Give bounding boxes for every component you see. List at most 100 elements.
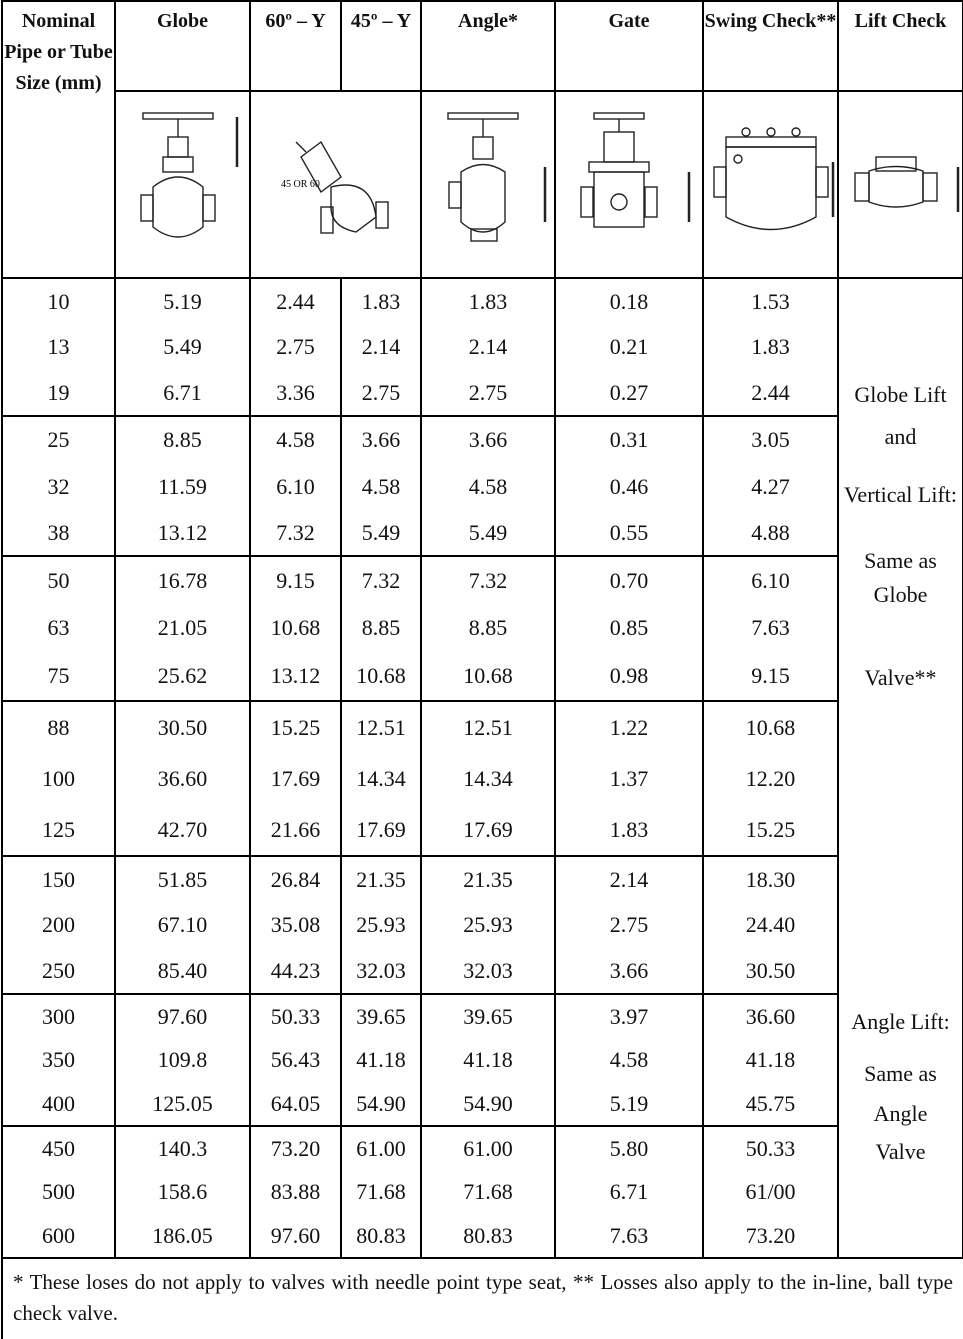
cell: 2.14 bbox=[420, 324, 556, 370]
cell: 42.70 bbox=[114, 804, 251, 856]
cell: 5.49 bbox=[340, 510, 422, 556]
cell: 25.93 bbox=[420, 902, 556, 948]
svg-text:45 OR 60: 45 OR 60 bbox=[281, 179, 320, 190]
cell: 97.60 bbox=[249, 1214, 342, 1258]
cell: 7.63 bbox=[554, 1214, 704, 1258]
cell: 8.85 bbox=[420, 604, 556, 652]
cell: 4.27 bbox=[702, 463, 839, 510]
globe-valve-image bbox=[114, 90, 251, 279]
cell: 61.00 bbox=[420, 1125, 556, 1170]
cell: 30.50 bbox=[114, 700, 251, 753]
cell: 500 bbox=[1, 1170, 116, 1214]
cell: 61.00 bbox=[340, 1125, 422, 1170]
cell: 4.88 bbox=[702, 510, 839, 556]
cell: 50 bbox=[1, 555, 116, 604]
cell: 67.10 bbox=[114, 902, 251, 948]
cell: 6.71 bbox=[114, 370, 251, 416]
cell: 36.60 bbox=[114, 753, 251, 804]
cell: 600 bbox=[1, 1214, 116, 1258]
cell: 2.14 bbox=[340, 324, 422, 370]
cell: 63 bbox=[1, 604, 116, 652]
cell: 14.34 bbox=[420, 753, 556, 804]
cell: 3.66 bbox=[420, 415, 556, 463]
cell: 25.62 bbox=[114, 652, 251, 701]
note-line: Same as Globe bbox=[864, 548, 937, 607]
cell: 125.05 bbox=[114, 1082, 251, 1126]
cell: 200 bbox=[1, 902, 116, 948]
cell: 0.46 bbox=[554, 463, 704, 510]
column-header: 45º – Y bbox=[340, 0, 422, 92]
cell: 7.32 bbox=[249, 510, 342, 556]
cell: 64.05 bbox=[249, 1082, 342, 1126]
note-line: Vertical Lift: bbox=[843, 482, 957, 507]
cell: 88 bbox=[1, 700, 116, 753]
cell: 0.21 bbox=[554, 324, 704, 370]
cell: 13.12 bbox=[114, 510, 251, 556]
cell: 450 bbox=[1, 1125, 116, 1170]
cell: 1.37 bbox=[554, 753, 704, 804]
cell: 5.49 bbox=[420, 510, 556, 556]
cell: 38 bbox=[1, 510, 116, 556]
cell: 51.85 bbox=[114, 855, 251, 902]
cell: 5.19 bbox=[554, 1082, 704, 1126]
cell: 1.83 bbox=[554, 804, 704, 856]
cell: 6.10 bbox=[702, 555, 839, 604]
cell: 73.20 bbox=[249, 1125, 342, 1170]
cell: 350 bbox=[1, 1038, 116, 1082]
cell: 3.97 bbox=[554, 993, 704, 1038]
cell: 0.27 bbox=[554, 370, 704, 416]
note-line: Valve** bbox=[864, 665, 937, 690]
cell: 32.03 bbox=[420, 948, 556, 994]
cell: 186.05 bbox=[114, 1214, 251, 1258]
cell: 17.69 bbox=[340, 804, 422, 856]
cell: 0.31 bbox=[554, 415, 704, 463]
cell: 21.35 bbox=[340, 855, 422, 902]
cell: 5.19 bbox=[114, 277, 251, 324]
cell: 14.34 bbox=[340, 753, 422, 804]
note-line: and bbox=[884, 424, 917, 449]
cell: 21.66 bbox=[249, 804, 342, 856]
cell: 0.18 bbox=[554, 277, 704, 324]
cell: 19 bbox=[1, 370, 116, 416]
cell: 4.58 bbox=[340, 463, 422, 510]
column-header: Lift Check bbox=[837, 0, 963, 92]
cell: 32.03 bbox=[340, 948, 422, 994]
cell: 56.43 bbox=[249, 1038, 342, 1082]
cell: 26.84 bbox=[249, 855, 342, 902]
cell: 71.68 bbox=[340, 1170, 422, 1214]
cell: 5.80 bbox=[554, 1125, 704, 1170]
cell: 2.44 bbox=[702, 370, 839, 416]
cell: 0.98 bbox=[554, 652, 704, 701]
cell: 250 bbox=[1, 948, 116, 994]
cell: 100 bbox=[1, 753, 116, 804]
cell: 15.25 bbox=[249, 700, 342, 753]
cell: 83.88 bbox=[249, 1170, 342, 1214]
cell: 32 bbox=[1, 463, 116, 510]
cell: 30.50 bbox=[702, 948, 839, 994]
cell: 54.90 bbox=[340, 1082, 422, 1126]
footnote: * These loses do not apply to valves wit… bbox=[1, 1257, 963, 1339]
column-header: Angle* bbox=[420, 0, 556, 92]
cell: 71.68 bbox=[420, 1170, 556, 1214]
cell: 5.49 bbox=[114, 324, 251, 370]
cell: 13.12 bbox=[249, 652, 342, 701]
cell: 10.68 bbox=[340, 652, 422, 701]
gate-valve-image bbox=[554, 90, 704, 279]
cell: 12.51 bbox=[340, 700, 422, 753]
column-header: Gate bbox=[554, 0, 704, 92]
column-header: Globe bbox=[114, 0, 251, 92]
cell: 15.25 bbox=[702, 804, 839, 856]
cell: 41.18 bbox=[702, 1038, 839, 1082]
cell: 80.83 bbox=[420, 1214, 556, 1258]
cell: 10 bbox=[1, 277, 116, 324]
cell: 2.44 bbox=[249, 277, 342, 324]
cell: 9.15 bbox=[702, 652, 839, 701]
cell: 25.93 bbox=[340, 902, 422, 948]
cell: 0.85 bbox=[554, 604, 704, 652]
cell: 21.35 bbox=[420, 855, 556, 902]
cell: 1.83 bbox=[420, 277, 556, 324]
cell: 97.60 bbox=[114, 993, 251, 1038]
cell: 150 bbox=[1, 855, 116, 902]
